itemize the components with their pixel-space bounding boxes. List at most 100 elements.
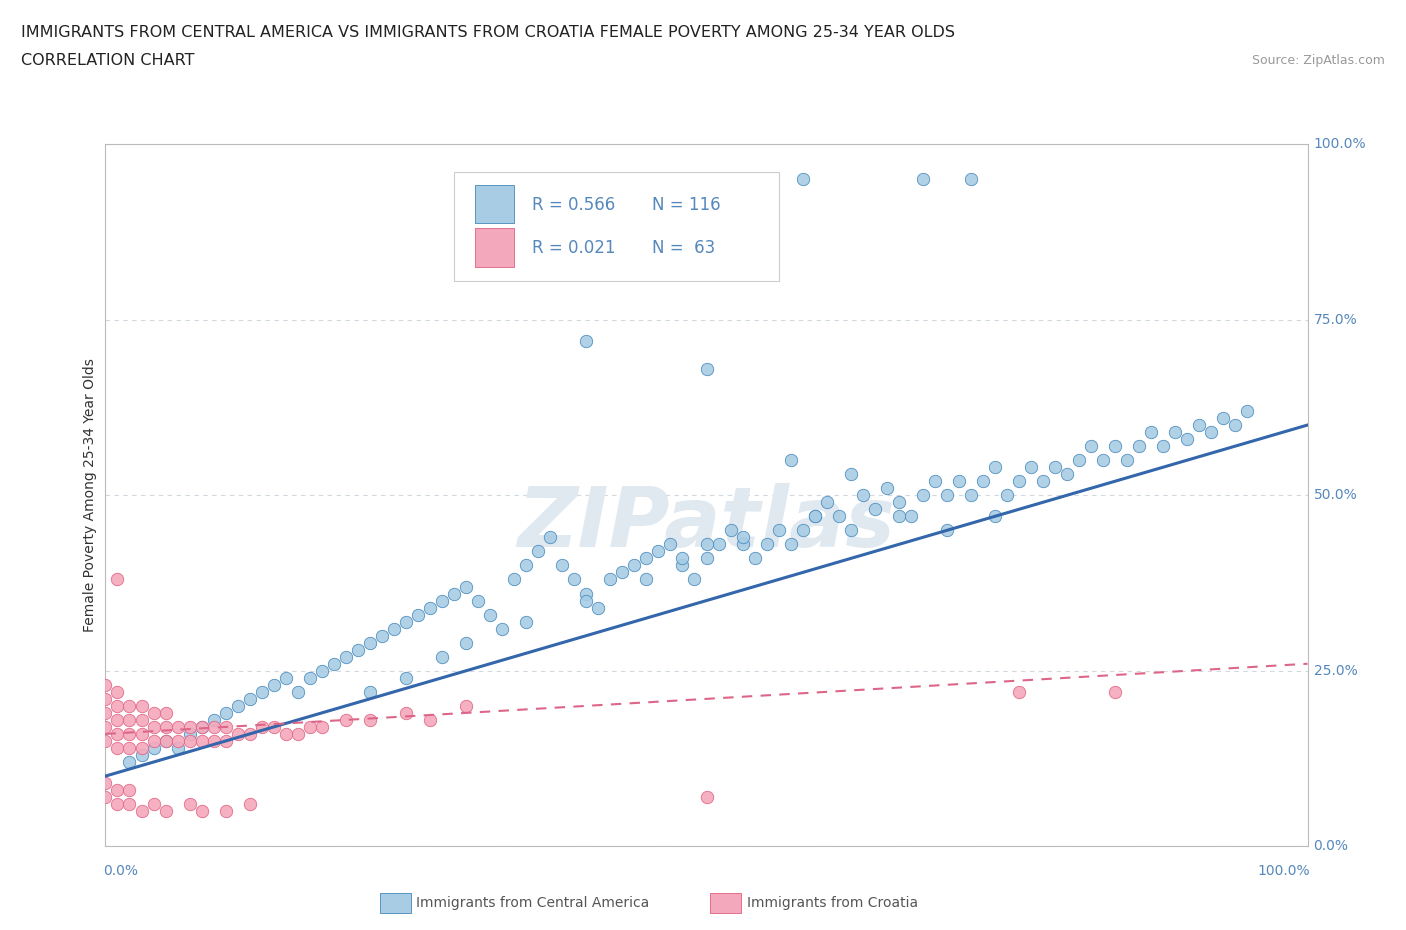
Point xyxy=(419,712,441,727)
Point xyxy=(515,558,537,573)
Point xyxy=(406,607,429,622)
Point xyxy=(395,614,418,629)
Point xyxy=(562,572,585,587)
Point xyxy=(214,804,236,818)
Text: Immigrants from Central America: Immigrants from Central America xyxy=(416,896,650,910)
Point xyxy=(538,530,561,545)
Point xyxy=(731,530,754,545)
Point xyxy=(1032,473,1054,488)
Point xyxy=(107,797,129,812)
Point xyxy=(671,551,693,565)
Point xyxy=(311,720,333,735)
Point xyxy=(335,712,357,727)
Point xyxy=(984,459,1007,474)
Point xyxy=(107,726,129,741)
Point xyxy=(647,544,669,559)
Point xyxy=(936,523,959,538)
Point xyxy=(828,509,851,524)
Point xyxy=(1140,425,1163,440)
Point xyxy=(359,684,381,699)
Point xyxy=(263,720,285,735)
Point xyxy=(226,698,249,713)
Point xyxy=(948,473,970,488)
Point xyxy=(142,740,165,755)
Point xyxy=(118,726,141,741)
Point xyxy=(131,748,153,763)
Text: N = 116: N = 116 xyxy=(652,195,721,214)
Point xyxy=(454,579,477,594)
Point xyxy=(118,797,141,812)
Point xyxy=(839,523,862,538)
Point xyxy=(166,734,188,749)
Point xyxy=(166,720,188,735)
Point xyxy=(274,671,297,685)
Point xyxy=(382,621,405,636)
Point xyxy=(454,698,477,713)
Point xyxy=(287,684,309,699)
Point xyxy=(322,657,344,671)
Point xyxy=(155,706,177,721)
Bar xyxy=(474,185,515,223)
Point xyxy=(1056,467,1078,482)
Point xyxy=(803,509,825,524)
Point xyxy=(263,677,285,692)
Point xyxy=(960,172,983,187)
Text: 50.0%: 50.0% xyxy=(1313,488,1357,502)
Point xyxy=(107,684,129,699)
Point xyxy=(155,734,177,749)
Point xyxy=(491,621,513,636)
Point xyxy=(1104,684,1126,699)
Point xyxy=(900,509,922,524)
Point xyxy=(1019,459,1042,474)
Point xyxy=(94,720,117,735)
Point xyxy=(347,643,370,658)
Point xyxy=(984,509,1007,524)
Text: Immigrants from Croatia: Immigrants from Croatia xyxy=(747,896,918,910)
Text: Source: ZipAtlas.com: Source: ZipAtlas.com xyxy=(1251,54,1385,67)
Point xyxy=(430,649,453,664)
Point xyxy=(659,537,682,551)
Point xyxy=(142,797,165,812)
Point xyxy=(1152,439,1174,454)
Point xyxy=(239,797,262,812)
Point xyxy=(94,776,117,790)
Point xyxy=(575,586,598,601)
Point xyxy=(720,523,742,538)
Point xyxy=(179,734,201,749)
Point xyxy=(155,720,177,735)
Text: R = 0.021: R = 0.021 xyxy=(533,239,616,257)
Point xyxy=(852,488,875,503)
Point xyxy=(94,734,117,749)
Point xyxy=(107,712,129,727)
Point xyxy=(335,649,357,664)
Point xyxy=(274,726,297,741)
Point xyxy=(612,565,634,580)
Point xyxy=(190,720,212,735)
Text: CORRELATION CHART: CORRELATION CHART xyxy=(21,53,194,68)
Point xyxy=(551,558,574,573)
Point xyxy=(202,720,225,735)
Text: R = 0.566: R = 0.566 xyxy=(533,195,616,214)
Point xyxy=(936,488,959,503)
Point xyxy=(142,706,165,721)
Text: 25.0%: 25.0% xyxy=(1313,664,1357,678)
Point xyxy=(1008,473,1031,488)
Point xyxy=(768,523,790,538)
Text: 100.0%: 100.0% xyxy=(1313,137,1367,152)
Point xyxy=(94,790,117,804)
Point xyxy=(803,509,825,524)
Bar xyxy=(474,229,515,267)
Point xyxy=(1104,439,1126,454)
Point xyxy=(924,473,946,488)
Point xyxy=(1225,418,1247,432)
Text: 0.0%: 0.0% xyxy=(103,864,138,878)
Point xyxy=(792,172,814,187)
Point xyxy=(479,607,502,622)
Point xyxy=(287,726,309,741)
Point xyxy=(887,509,910,524)
Point xyxy=(1188,418,1211,432)
Point xyxy=(503,572,526,587)
Point xyxy=(599,572,621,587)
Point xyxy=(202,734,225,749)
Point xyxy=(1092,453,1115,468)
